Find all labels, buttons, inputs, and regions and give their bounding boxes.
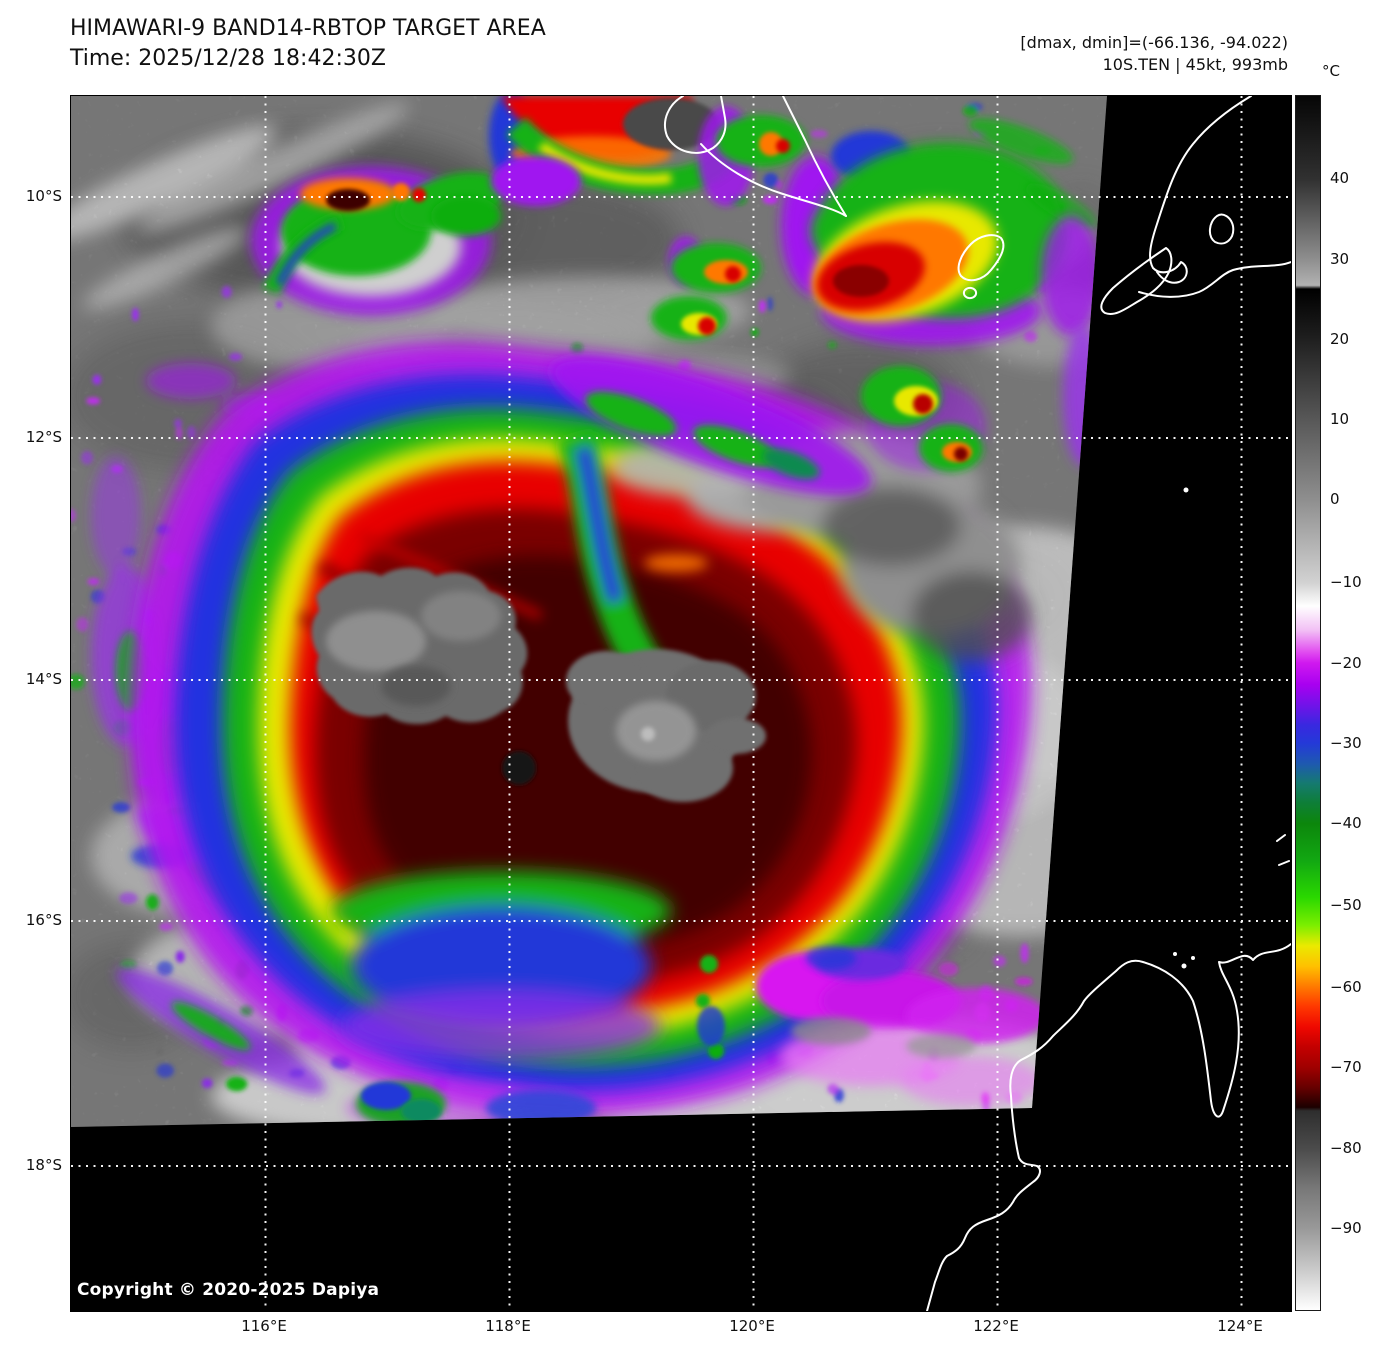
australia-coastline bbox=[926, 834, 1291, 1311]
header: HIMAWARI-9 BAND14-RBTOP TARGET AREA Time… bbox=[70, 14, 546, 74]
cell-topleft-cluster bbox=[251, 166, 505, 316]
storm-system bbox=[130, 341, 1032, 1117]
lat-tick-label: 10°S bbox=[25, 187, 62, 205]
cell-small-e bbox=[668, 236, 761, 293]
colorbar-tick-label: −50 bbox=[1330, 896, 1362, 914]
copyright-label: Copyright © 2020-2025 Dapiya bbox=[77, 1280, 380, 1300]
colorbar-tick-label: −70 bbox=[1330, 1058, 1362, 1076]
gridlines bbox=[71, 96, 1291, 1311]
cell-small-g bbox=[861, 366, 986, 472]
satellite-map: Copyright © 2020-2025 Dapiya bbox=[70, 95, 1292, 1312]
semau-island bbox=[1209, 213, 1235, 245]
rote-island bbox=[1100, 247, 1173, 315]
lat-tick-label: 16°S bbox=[25, 911, 62, 929]
cell-small-f bbox=[651, 296, 727, 340]
cell-topright-complex bbox=[781, 118, 1103, 466]
storm-eye bbox=[641, 727, 655, 741]
cell-diagonal-streak bbox=[550, 356, 872, 496]
colorbar-unit-label: °C bbox=[1322, 62, 1340, 80]
colorbar-tick-label: −90 bbox=[1330, 1219, 1362, 1237]
storm-south-intrusion bbox=[331, 871, 671, 1061]
colorbar-tick-label: −20 bbox=[1330, 654, 1362, 672]
lon-tick-label: 116°E bbox=[241, 1317, 287, 1335]
lon-tick-label: 118°E bbox=[485, 1317, 531, 1335]
colorbar-tick-label: −80 bbox=[1330, 1139, 1362, 1157]
page-title: HIMAWARI-9 BAND14-RBTOP TARGET AREA bbox=[70, 16, 546, 41]
sawu-islands bbox=[957, 234, 1005, 300]
colorbar-tick-label: 40 bbox=[1330, 169, 1350, 187]
lon-tick-label: 120°E bbox=[729, 1317, 775, 1335]
lon-tick-label: 124°E bbox=[1217, 1317, 1263, 1335]
colorbar-tick-label: 30 bbox=[1330, 250, 1350, 268]
sumba-coastline bbox=[664, 96, 847, 217]
readout-block: [dmax, dmin]=(-66.136, -94.022) 10S.TEN … bbox=[1020, 32, 1288, 76]
bottom-magenta-field bbox=[696, 946, 1046, 1106]
lat-tick-label: 12°S bbox=[25, 428, 62, 446]
lon-tick-label: 122°E bbox=[973, 1317, 1019, 1335]
colorbar-tick-label: 0 bbox=[1330, 490, 1340, 508]
lat-tick-label: 14°S bbox=[25, 670, 62, 688]
coastlines bbox=[664, 96, 1291, 1311]
dmax-dmin-readout: [dmax, dmin]=(-66.136, -94.022) bbox=[1020, 33, 1288, 52]
data-swath bbox=[71, 96, 1107, 1127]
cold-pixel-spot bbox=[502, 751, 536, 785]
colorbar-tick-label: −40 bbox=[1330, 814, 1362, 832]
island-specks bbox=[1173, 487, 1195, 969]
timestamp-label: Time: 2025/12/28 18:42:30Z bbox=[70, 46, 386, 71]
colorbar-tick-label: −30 bbox=[1330, 734, 1362, 752]
timor-coastline bbox=[1138, 96, 1291, 298]
northern-convection-cells bbox=[251, 96, 1103, 496]
overshooting-tops bbox=[311, 567, 766, 802]
colorbar-tick-label: −60 bbox=[1330, 978, 1362, 996]
lat-tick-label: 18°S bbox=[25, 1156, 62, 1174]
colorbar bbox=[1295, 95, 1321, 1311]
storm-readout: 10S.TEN | 45kt, 993mb bbox=[1102, 55, 1288, 74]
colorbar-tick-label: 10 bbox=[1330, 410, 1350, 428]
colorbar-tick-label: −10 bbox=[1330, 573, 1362, 591]
colorbar-tick-label: 20 bbox=[1330, 330, 1350, 348]
satellite-image bbox=[71, 96, 1291, 1311]
cell-topcenter-band bbox=[489, 96, 806, 206]
